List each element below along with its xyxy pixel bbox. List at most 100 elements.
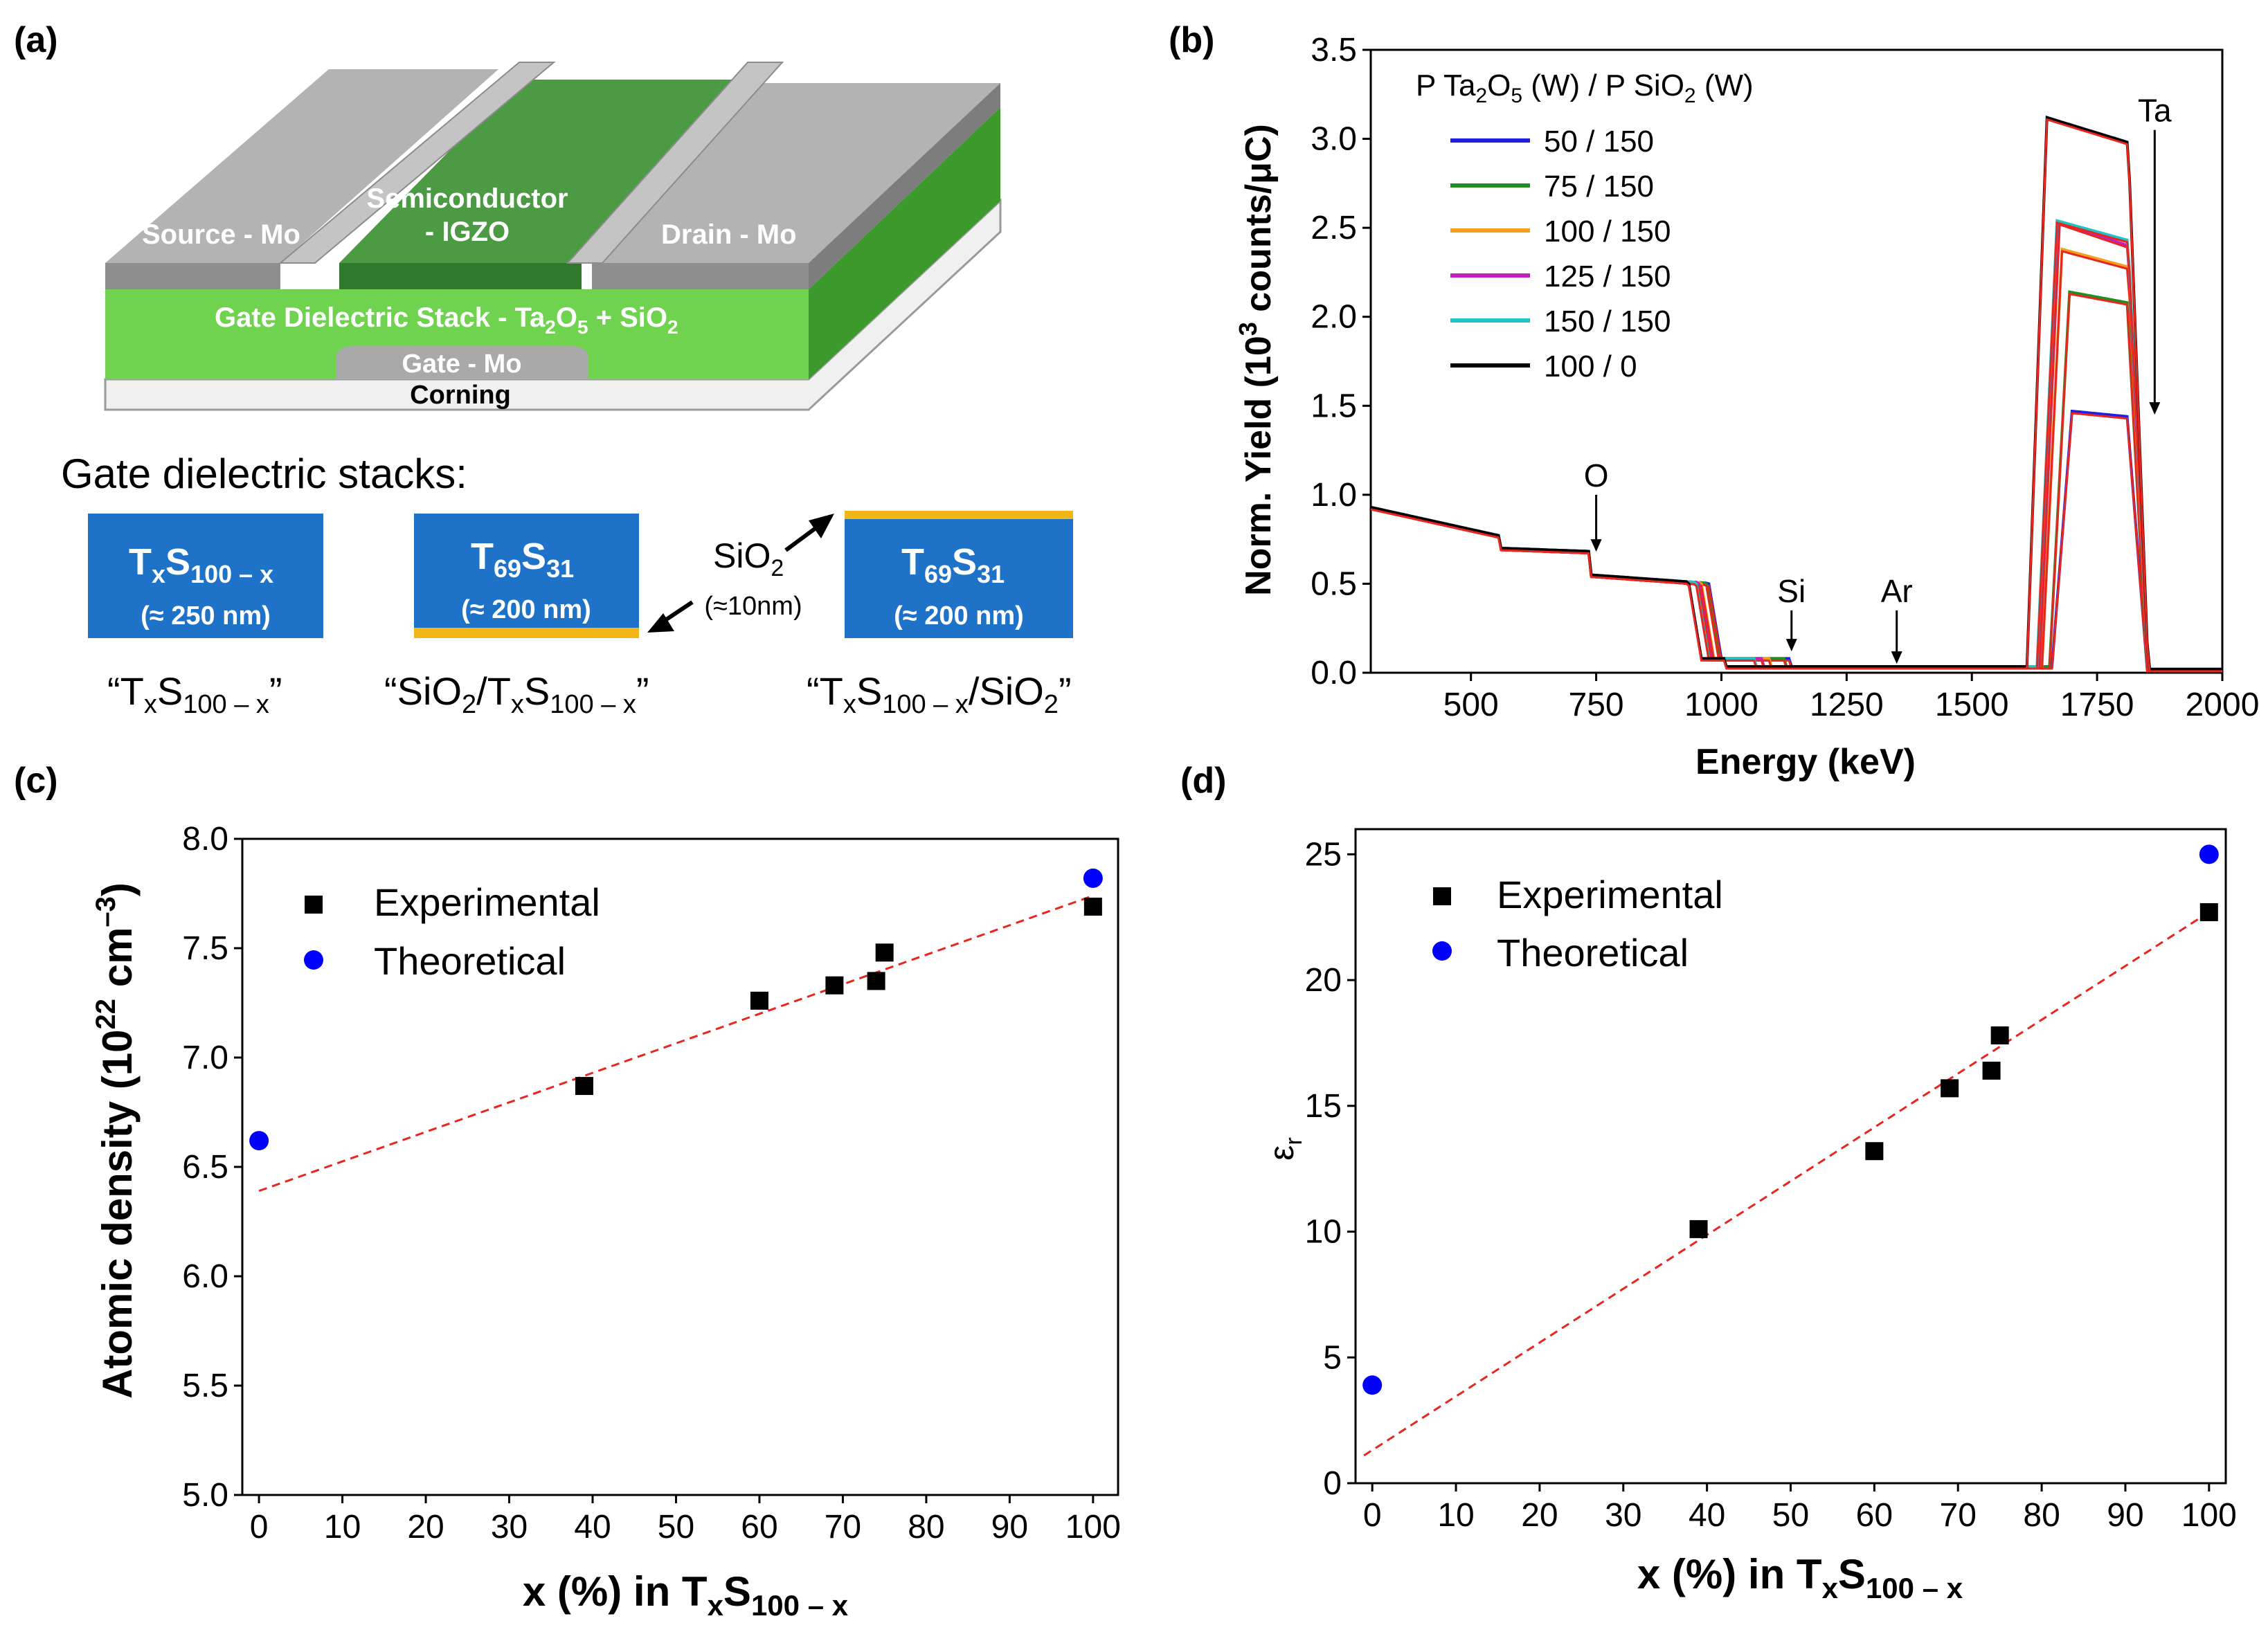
- source-front: [105, 263, 280, 289]
- drain-front: [592, 263, 809, 289]
- permittivity-ytick-label: 0: [1323, 1465, 1342, 1502]
- rbs-legend-label-1: 75 / 150: [1544, 170, 1654, 203]
- dielectric-label: Gate Dielectric Stack - Ta2O5 + SiO2: [215, 302, 678, 338]
- permittivity-xtick-label: 90: [2107, 1497, 2143, 1534]
- rbs-xtick-label: 1500: [1935, 687, 2009, 723]
- rbs-legend-label-2: 100 / 150: [1544, 215, 1671, 248]
- rbs-xtick-label: 1250: [1810, 687, 1884, 723]
- density-ytick-label: 5.5: [182, 1368, 228, 1404]
- sio2-arrow-top-head: [809, 514, 834, 538]
- permittivity-legend-exp-marker: [1433, 887, 1451, 905]
- rbs-series-5: [1371, 116, 2222, 671]
- rbs-annotation-label: Ar: [1881, 573, 1913, 609]
- stack-2-name: T69S31: [471, 536, 574, 583]
- rbs-ytick-label: 0.0: [1311, 655, 1357, 691]
- substrate-label: Corning: [410, 381, 511, 410]
- stacks-title: Gate dielectric stacks:: [61, 451, 467, 497]
- permittivity-ytick-label: 5: [1323, 1339, 1342, 1376]
- permittivity-xtick-label: 80: [2023, 1497, 2060, 1534]
- permittivity-xtick-label: 50: [1772, 1497, 1809, 1534]
- sio2-thickness: (≈10nm): [704, 592, 802, 621]
- drain-side: [809, 83, 1000, 289]
- permittivity-exp-point: [1982, 1061, 2001, 1080]
- semiconductor-front: [339, 263, 582, 289]
- rbs-legend-label-3: 125 / 150: [1544, 260, 1671, 293]
- panel-label-d: (d): [1180, 761, 1226, 801]
- rbs-xtick-label: 1750: [2060, 687, 2134, 723]
- panel-label-b: (b): [1169, 20, 1214, 60]
- permittivity-plot-area: 0 10 20 30 40 50 60 70 80 90 100 0 5 10 15 20 25: [1305, 828, 2237, 1534]
- rbs-annotation-arrowhead: [1785, 639, 1797, 652]
- rbs-frame: [1369, 48, 2224, 674]
- rbs-legend-label-0: 50 / 150: [1544, 125, 1654, 158]
- stack-1-name: TxS100 – x: [129, 541, 273, 588]
- permittivity-frame: [1354, 828, 2227, 1485]
- permittivity-legend-theo-marker: [1432, 941, 1452, 961]
- density-legend-theo: Theoretical: [374, 939, 566, 983]
- permittivity-legend-theo: Theoretical: [1497, 931, 1689, 974]
- density-ytick-label: 7.5: [182, 930, 228, 967]
- semiconductor-label-2: - IGZO: [425, 217, 510, 247]
- sio2-label: SiO2: [713, 536, 784, 581]
- density-xtick-label: 70: [825, 1509, 861, 1545]
- semiconductor-label-1: Semiconductor: [366, 183, 568, 214]
- density-exp-point: [750, 991, 768, 1010]
- rbs-annotation-arrowhead: [1590, 539, 1602, 552]
- permittivity-exp-point: [1865, 1142, 1884, 1161]
- density-legend-theo-marker: [304, 950, 323, 970]
- rbs-fit-5: [1371, 118, 2222, 673]
- permittivity-xtick-label: 20: [1521, 1497, 1558, 1534]
- density-theo-point: [1083, 868, 1103, 888]
- drain-label: Drain - Mo: [661, 219, 797, 250]
- permittivity-ytick-label: 20: [1305, 962, 1342, 999]
- density-plot-area: 0 10 20 30 40 50 60 70 80 90 100 5.0 5.5 6.0 6.5 7.0 7.5…: [182, 821, 1121, 1545]
- permittivity-xtick-label: 70: [1940, 1497, 1977, 1534]
- permittivity-xtick-label: 60: [1856, 1497, 1893, 1534]
- density-ytick-label: 5.0: [182, 1477, 228, 1514]
- stack-2-sio2-bottom: [414, 628, 639, 638]
- rbs-plot-area: 500 750 1000 1250 1500 1750 2000 0.0 0.5 1.0 1.5 2.…: [1311, 32, 2259, 723]
- panel-a-device-schematic: (a) Source - Mo Semiconductor - IGZO Dra…: [14, 20, 1073, 719]
- density-xtick-label: 30: [491, 1509, 528, 1545]
- rbs-ytick-label: 0.5: [1311, 565, 1357, 602]
- rbs-ytick-label: 3.5: [1311, 32, 1357, 69]
- stack-1-box: [88, 514, 323, 638]
- density-ytick-label: 6.5: [182, 1149, 228, 1186]
- density-exp-point: [825, 976, 844, 995]
- stack-3-name: T69S31: [901, 541, 1005, 588]
- permittivity-xtick-label: 100: [2181, 1497, 2237, 1534]
- stack-2-box: [414, 514, 639, 628]
- rbs-ytick-label: 1.5: [1311, 388, 1357, 424]
- rbs-xtick-label: 500: [1443, 687, 1499, 723]
- source-top: [105, 69, 498, 263]
- gate-label: Gate - Mo: [402, 350, 521, 379]
- rbs-annotation-label: Ta: [2138, 93, 2172, 129]
- rbs-legend-label-5: 100 / 0: [1544, 350, 1637, 383]
- gate-mo: [336, 346, 588, 379]
- density-exp-point: [875, 943, 894, 962]
- permittivity-theo-point: [2199, 844, 2219, 864]
- rbs-series-1: [1371, 290, 2222, 671]
- rbs-xtick-label: 2000: [2186, 687, 2260, 723]
- rbs-fit-1: [1371, 292, 2222, 673]
- permittivity-exp-point: [2199, 903, 2218, 921]
- panel-label-a: (a): [14, 20, 58, 60]
- rbs-annotation-label: O: [1584, 457, 1609, 493]
- panel-label-c: (c): [14, 761, 58, 801]
- density-xtick-label: 90: [991, 1509, 1028, 1545]
- permittivity-ytick-label: 10: [1305, 1214, 1342, 1251]
- source-label: Source - Mo: [142, 219, 300, 250]
- stack-2-thickness: (≈ 200 nm): [461, 595, 591, 624]
- rbs-legend-label-4: 150 / 150: [1544, 305, 1671, 338]
- stack-1-thickness: (≈ 250 nm): [141, 601, 271, 631]
- rbs-ytick-label: 3.0: [1311, 121, 1357, 158]
- density-xlabel: x (%) in TxS100 – x: [523, 1568, 849, 1622]
- permittivity-xtick-label: 40: [1689, 1497, 1725, 1534]
- rbs-ytick-label: 2.0: [1311, 299, 1357, 336]
- panel-b-rbs-spectra: (b) 500 750 1000 1250 1500 1750 2000 0.0 0.5 1.0 1…: [1169, 20, 2259, 782]
- stack-3-sio2-top: [845, 511, 1073, 519]
- rbs-annotation-arrowhead: [2149, 402, 2161, 415]
- panel-d-permittivity: (d) 0 10 20 30 40 50 60 70 80 90 100 0 5 10 15 20 25 x (…: [1180, 761, 2237, 1604]
- stack-3-thickness: (≈ 200 nm): [894, 601, 1024, 631]
